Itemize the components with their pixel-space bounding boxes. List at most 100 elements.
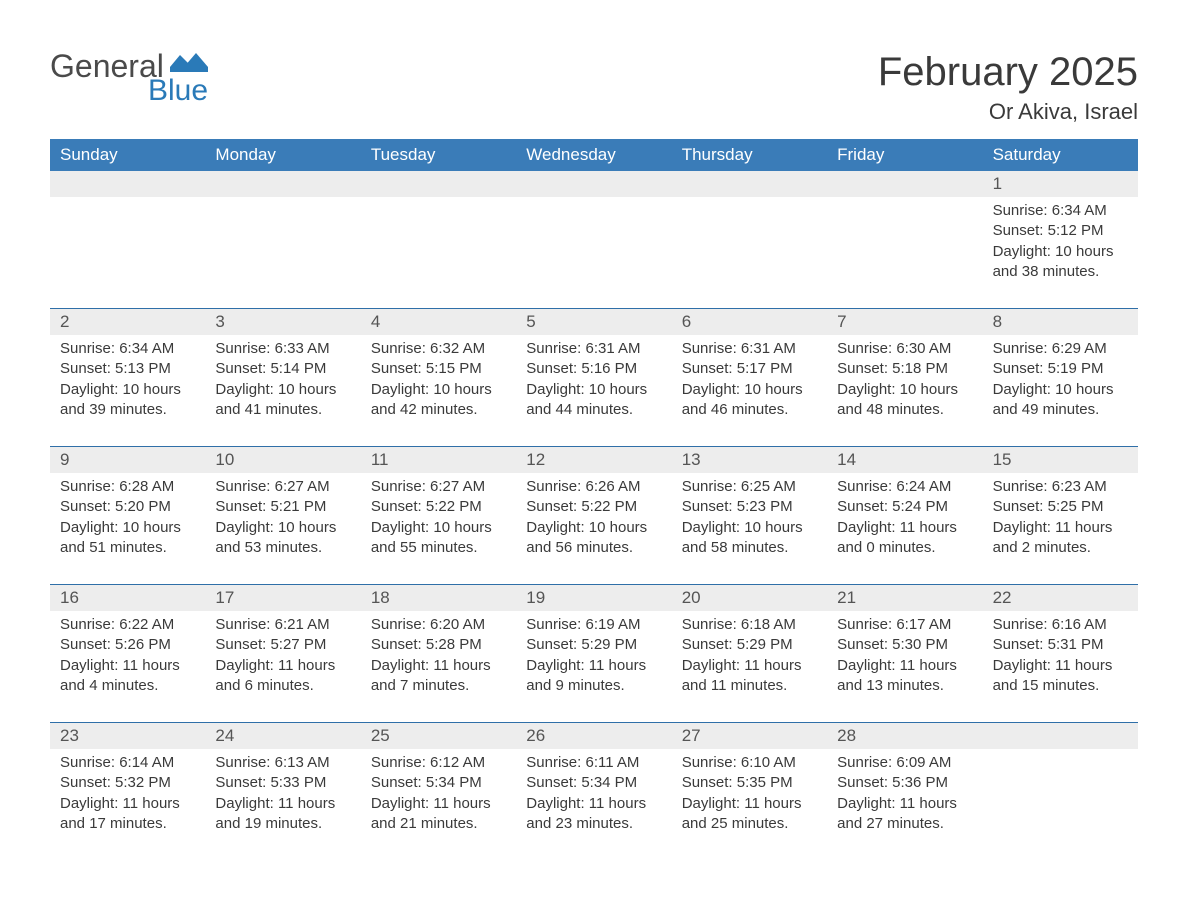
day-number (983, 723, 1138, 749)
sunset-text: Sunset: 5:25 PM (993, 497, 1128, 517)
day-cell: Sunrise: 6:33 AMSunset: 5:14 PMDaylight:… (205, 335, 360, 420)
sunrise-text: Sunrise: 6:29 AM (993, 339, 1128, 359)
month-title: February 2025 (878, 50, 1138, 95)
day-number (672, 171, 827, 197)
sunrise-text: Sunrise: 6:31 AM (682, 339, 817, 359)
day-cell: Sunrise: 6:27 AMSunset: 5:21 PMDaylight:… (205, 473, 360, 558)
sunrise-text: Sunrise: 6:23 AM (993, 477, 1128, 497)
sunset-text: Sunset: 5:22 PM (526, 497, 661, 517)
day-number: 4 (361, 309, 516, 335)
sunset-text: Sunset: 5:22 PM (371, 497, 506, 517)
day-cell (672, 197, 827, 282)
day-number: 14 (827, 447, 982, 473)
daylight-text: Daylight: 11 hours and 2 minutes. (993, 518, 1128, 559)
sunrise-text: Sunrise: 6:34 AM (60, 339, 195, 359)
sunset-text: Sunset: 5:13 PM (60, 359, 195, 379)
daylight-text: Daylight: 11 hours and 21 minutes. (371, 794, 506, 835)
day-number: 7 (827, 309, 982, 335)
day-header: Saturday (983, 139, 1138, 171)
location: Or Akiva, Israel (878, 99, 1138, 125)
day-cell: Sunrise: 6:17 AMSunset: 5:30 PMDaylight:… (827, 611, 982, 696)
day-cell: Sunrise: 6:14 AMSunset: 5:32 PMDaylight:… (50, 749, 205, 834)
sunset-text: Sunset: 5:34 PM (371, 773, 506, 793)
sunset-text: Sunset: 5:26 PM (60, 635, 195, 655)
daylight-text: Daylight: 10 hours and 53 minutes. (215, 518, 350, 559)
day-headers: SundayMondayTuesdayWednesdayThursdayFrid… (50, 139, 1138, 171)
sunset-text: Sunset: 5:36 PM (837, 773, 972, 793)
sunset-text: Sunset: 5:29 PM (526, 635, 661, 655)
day-cell: Sunrise: 6:24 AMSunset: 5:24 PMDaylight:… (827, 473, 982, 558)
daylight-text: Daylight: 10 hours and 56 minutes. (526, 518, 661, 559)
header: General Blue February 2025 Or Akiva, Isr… (50, 50, 1138, 125)
sunset-text: Sunset: 5:20 PM (60, 497, 195, 517)
sunrise-text: Sunrise: 6:12 AM (371, 753, 506, 773)
day-number: 23 (50, 723, 205, 749)
day-number (827, 171, 982, 197)
daylight-text: Daylight: 11 hours and 27 minutes. (837, 794, 972, 835)
day-number: 22 (983, 585, 1138, 611)
title-block: February 2025 Or Akiva, Israel (878, 50, 1138, 125)
daylight-text: Daylight: 10 hours and 55 minutes. (371, 518, 506, 559)
sunset-text: Sunset: 5:24 PM (837, 497, 972, 517)
day-cell (516, 197, 671, 282)
sunrise-text: Sunrise: 6:26 AM (526, 477, 661, 497)
daylight-text: Daylight: 11 hours and 4 minutes. (60, 656, 195, 697)
daylight-text: Daylight: 11 hours and 7 minutes. (371, 656, 506, 697)
sunrise-text: Sunrise: 6:30 AM (837, 339, 972, 359)
sunrise-text: Sunrise: 6:27 AM (215, 477, 350, 497)
day-cell: Sunrise: 6:18 AMSunset: 5:29 PMDaylight:… (672, 611, 827, 696)
sunset-text: Sunset: 5:16 PM (526, 359, 661, 379)
daylight-text: Daylight: 11 hours and 0 minutes. (837, 518, 972, 559)
sunrise-text: Sunrise: 6:33 AM (215, 339, 350, 359)
daylight-text: Daylight: 10 hours and 39 minutes. (60, 380, 195, 421)
day-number: 26 (516, 723, 671, 749)
logo: General Blue (50, 50, 208, 106)
details-row: Sunrise: 6:22 AMSunset: 5:26 PMDaylight:… (50, 611, 1138, 696)
day-number (516, 171, 671, 197)
sunset-text: Sunset: 5:27 PM (215, 635, 350, 655)
daylight-text: Daylight: 10 hours and 51 minutes. (60, 518, 195, 559)
day-number: 13 (672, 447, 827, 473)
day-header: Thursday (672, 139, 827, 171)
day-number: 20 (672, 585, 827, 611)
details-row: Sunrise: 6:34 AMSunset: 5:12 PMDaylight:… (50, 197, 1138, 282)
day-cell: Sunrise: 6:19 AMSunset: 5:29 PMDaylight:… (516, 611, 671, 696)
logo-text-general: General (50, 50, 164, 82)
day-cell: Sunrise: 6:28 AMSunset: 5:20 PMDaylight:… (50, 473, 205, 558)
daylight-text: Daylight: 11 hours and 25 minutes. (682, 794, 817, 835)
day-cell: Sunrise: 6:29 AMSunset: 5:19 PMDaylight:… (983, 335, 1138, 420)
sunset-text: Sunset: 5:29 PM (682, 635, 817, 655)
sunset-text: Sunset: 5:28 PM (371, 635, 506, 655)
day-cell: Sunrise: 6:16 AMSunset: 5:31 PMDaylight:… (983, 611, 1138, 696)
sunrise-text: Sunrise: 6:09 AM (837, 753, 972, 773)
sunrise-text: Sunrise: 6:16 AM (993, 615, 1128, 635)
day-header: Monday (205, 139, 360, 171)
sunset-text: Sunset: 5:12 PM (993, 221, 1128, 241)
day-number (361, 171, 516, 197)
sunrise-text: Sunrise: 6:21 AM (215, 615, 350, 635)
day-number: 2 (50, 309, 205, 335)
day-number: 24 (205, 723, 360, 749)
day-header: Sunday (50, 139, 205, 171)
day-number: 18 (361, 585, 516, 611)
day-cell (983, 749, 1138, 834)
day-number: 16 (50, 585, 205, 611)
day-number: 21 (827, 585, 982, 611)
sunset-text: Sunset: 5:31 PM (993, 635, 1128, 655)
day-number (50, 171, 205, 197)
daylight-text: Daylight: 11 hours and 23 minutes. (526, 794, 661, 835)
day-cell: Sunrise: 6:23 AMSunset: 5:25 PMDaylight:… (983, 473, 1138, 558)
day-cell: Sunrise: 6:11 AMSunset: 5:34 PMDaylight:… (516, 749, 671, 834)
day-cell: Sunrise: 6:22 AMSunset: 5:26 PMDaylight:… (50, 611, 205, 696)
day-number: 12 (516, 447, 671, 473)
day-number: 11 (361, 447, 516, 473)
sunrise-text: Sunrise: 6:20 AM (371, 615, 506, 635)
daylight-text: Daylight: 10 hours and 41 minutes. (215, 380, 350, 421)
sunset-text: Sunset: 5:21 PM (215, 497, 350, 517)
sunrise-text: Sunrise: 6:27 AM (371, 477, 506, 497)
day-cell (361, 197, 516, 282)
day-number: 9 (50, 447, 205, 473)
day-number: 17 (205, 585, 360, 611)
day-number: 15 (983, 447, 1138, 473)
day-header: Tuesday (361, 139, 516, 171)
